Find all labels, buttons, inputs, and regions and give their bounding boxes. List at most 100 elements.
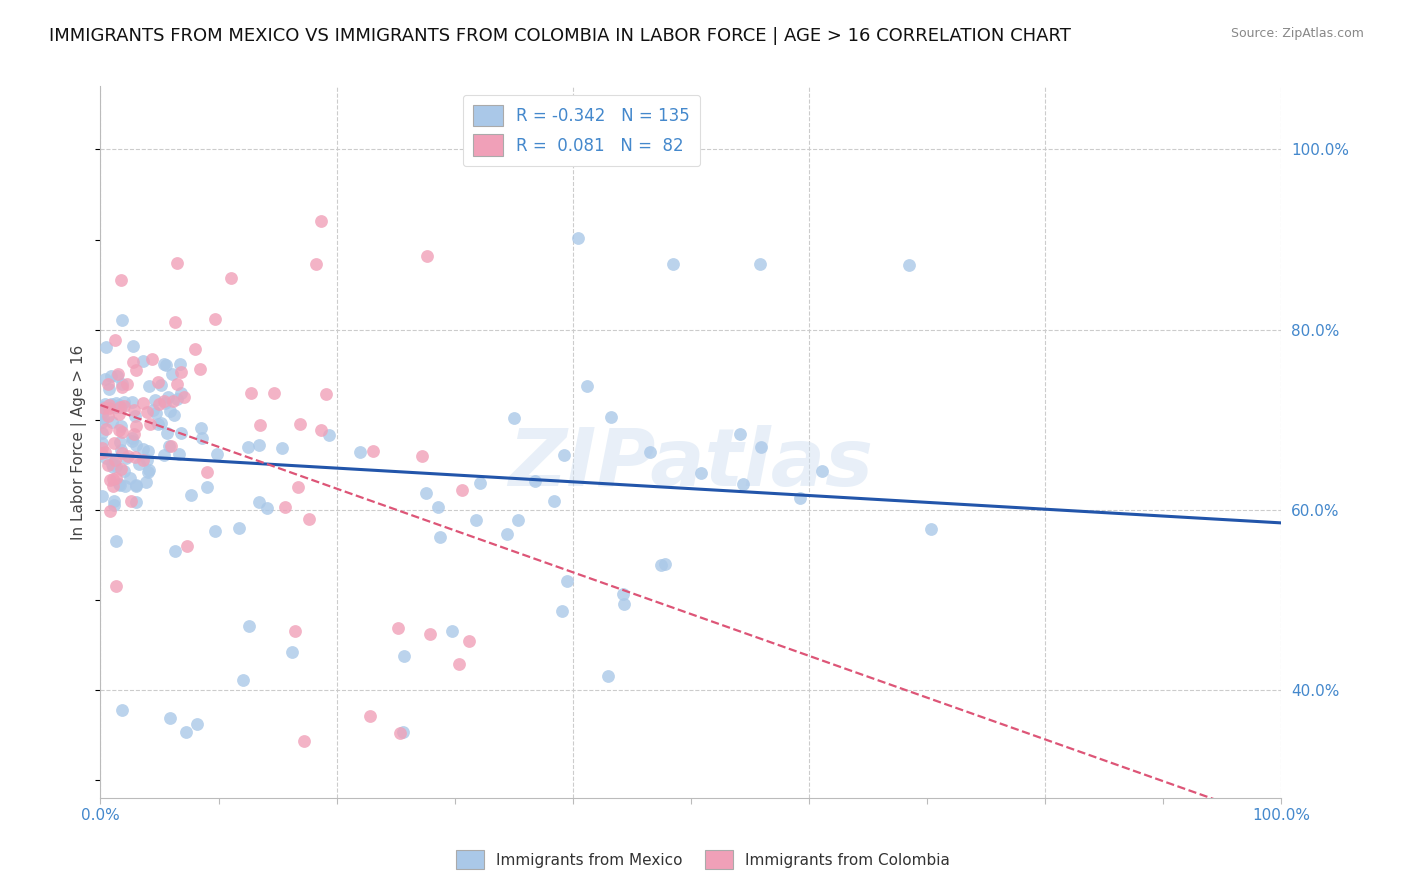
Point [166, 256, 188, 270]
Point [138, 417, 160, 432]
Point [749, 440, 772, 454]
Point [110, 400, 132, 414]
Point [730, 427, 752, 442]
Point [690, 466, 713, 480]
Text: ZIPatlas: ZIPatlas [508, 425, 873, 502]
Point [142, 403, 165, 417]
Point [543, 494, 565, 508]
Point [167, 447, 190, 461]
Point [149, 416, 172, 430]
Point [108, 423, 131, 437]
Point [749, 257, 772, 271]
Point [93, 397, 115, 411]
Point [159, 404, 181, 418]
Point [98, 398, 121, 412]
Point [388, 726, 411, 740]
Point [104, 333, 127, 347]
Point [232, 673, 254, 687]
Point [221, 271, 243, 285]
Point [238, 619, 260, 633]
Point [124, 418, 146, 433]
Point [122, 403, 145, 417]
Point [141, 352, 163, 367]
Point [287, 480, 309, 494]
Point [112, 464, 135, 478]
Point [465, 513, 488, 527]
Point [97, 458, 120, 472]
Point [195, 465, 218, 479]
Point [115, 451, 138, 466]
Point [146, 375, 169, 389]
Point [100, 397, 122, 411]
Point [188, 362, 211, 376]
Point [105, 396, 128, 410]
Point [90, 490, 112, 504]
Point [124, 495, 146, 509]
Point [551, 604, 574, 618]
Point [108, 435, 131, 450]
Point [387, 621, 409, 635]
Point [136, 465, 159, 479]
Point [247, 438, 270, 452]
Point [110, 401, 132, 415]
Point [247, 495, 270, 509]
Point [567, 231, 589, 245]
Point [650, 558, 672, 573]
Point [553, 449, 575, 463]
Point [121, 434, 143, 448]
Point [103, 493, 125, 508]
Point [90, 446, 112, 460]
Point [107, 368, 129, 382]
Point [138, 463, 160, 477]
Point [613, 597, 636, 611]
Point [159, 711, 181, 725]
Point [132, 442, 155, 457]
Point [132, 354, 155, 368]
Point [298, 512, 321, 526]
Point [166, 392, 188, 407]
Point [103, 456, 125, 470]
Point [122, 354, 145, 368]
Point [415, 486, 437, 500]
Point [111, 377, 134, 392]
Point [496, 526, 519, 541]
Point [100, 473, 122, 487]
Point [920, 522, 942, 536]
Point [122, 339, 145, 353]
Point [429, 530, 451, 544]
Point [104, 579, 127, 593]
Point [93, 372, 115, 386]
Point [115, 377, 138, 392]
Point [419, 627, 441, 641]
Point [103, 460, 125, 475]
Point [152, 449, 174, 463]
Point [111, 703, 134, 717]
Point [174, 724, 197, 739]
Point [103, 472, 125, 486]
Point [150, 378, 173, 392]
Point [98, 503, 121, 517]
Point [110, 446, 132, 460]
Point [508, 513, 530, 527]
Point [96, 451, 118, 466]
Point [441, 624, 464, 638]
Point [114, 479, 136, 493]
Point [249, 418, 271, 433]
Point [100, 368, 122, 383]
Point [662, 257, 685, 271]
Point [281, 645, 304, 659]
Point [148, 397, 170, 411]
Point [132, 453, 155, 467]
Point [191, 431, 214, 445]
Point [228, 521, 250, 535]
Point [145, 406, 167, 420]
Point [121, 431, 143, 445]
Point [176, 539, 198, 553]
Point [97, 382, 120, 396]
Point [411, 450, 433, 464]
Point [315, 386, 337, 401]
Point [811, 464, 834, 478]
Point [111, 379, 134, 393]
Point [108, 478, 131, 492]
Point [97, 377, 120, 392]
